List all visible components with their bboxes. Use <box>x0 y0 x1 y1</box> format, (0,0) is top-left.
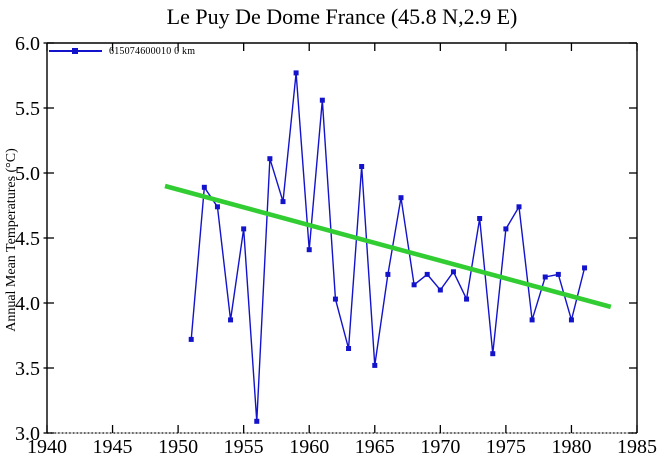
data-point-marker <box>555 271 561 277</box>
data-point-marker <box>201 184 207 190</box>
data-point-marker <box>188 336 194 342</box>
data-point-marker <box>280 199 286 205</box>
y-tick-label: 4.5 <box>15 228 40 250</box>
data-point-marker <box>228 317 234 323</box>
data-point-marker <box>267 156 273 162</box>
data-point-marker <box>241 226 247 232</box>
data-point-marker <box>542 274 548 280</box>
data-point-marker <box>437 287 443 293</box>
y-tick-label: 3.0 <box>15 423 40 445</box>
data-point-marker <box>411 282 417 288</box>
data-point-marker <box>306 247 312 253</box>
x-tick-label: 1985 <box>617 436 657 458</box>
data-point-marker <box>477 216 483 221</box>
data-point-marker <box>319 97 325 103</box>
y-tick-label: 3.5 <box>15 358 40 380</box>
x-tick-label: 1975 <box>486 436 526 458</box>
legend-marker <box>72 47 78 54</box>
x-tick-label: 1945 <box>93 436 133 458</box>
y-tick-label: 4.0 <box>15 293 40 315</box>
data-point-marker <box>254 418 260 424</box>
chart-title: Le Puy De Dome France (45.8 N,2.9 E) <box>166 4 518 29</box>
data-point-marker <box>503 226 509 232</box>
data-point-marker <box>332 296 338 302</box>
data-point-marker <box>214 204 220 210</box>
data-point-marker <box>529 317 535 323</box>
data-point-marker <box>450 269 456 275</box>
x-tick-label: 1960 <box>289 436 329 458</box>
trend-line <box>164 183 612 310</box>
legend-label: 615074600010 0 km <box>109 45 196 57</box>
x-tick-label: 1940 <box>27 436 67 458</box>
y-tick-label: 6.0 <box>15 33 40 55</box>
legend-line-sample <box>49 47 102 54</box>
data-point-marker <box>359 164 365 169</box>
data-point-marker <box>372 362 378 368</box>
data-point-marker <box>516 204 522 210</box>
x-tick-label: 1955 <box>224 436 264 458</box>
data-point-marker <box>346 346 352 351</box>
y-tick-label: 5.5 <box>15 98 40 120</box>
data-point-marker <box>385 271 391 277</box>
legend: 615074600010 0 km <box>49 45 195 57</box>
data-point-marker <box>568 317 574 323</box>
x-tick-label: 1970 <box>420 436 460 458</box>
data-point-marker <box>293 70 299 76</box>
y-axis-title: Annual Mean Temperatures (°C) <box>4 148 19 332</box>
x-tick-label: 1965 <box>355 436 395 458</box>
data-point-marker <box>424 271 430 277</box>
data-point-marker <box>398 195 404 201</box>
x-tick-label: 1980 <box>551 436 591 458</box>
x-tick-label: 1950 <box>158 436 198 458</box>
y-tick-label: 5.0 <box>15 163 40 185</box>
data-point-marker <box>490 351 496 357</box>
data-point-marker <box>464 296 470 302</box>
data-point-marker <box>582 265 588 271</box>
